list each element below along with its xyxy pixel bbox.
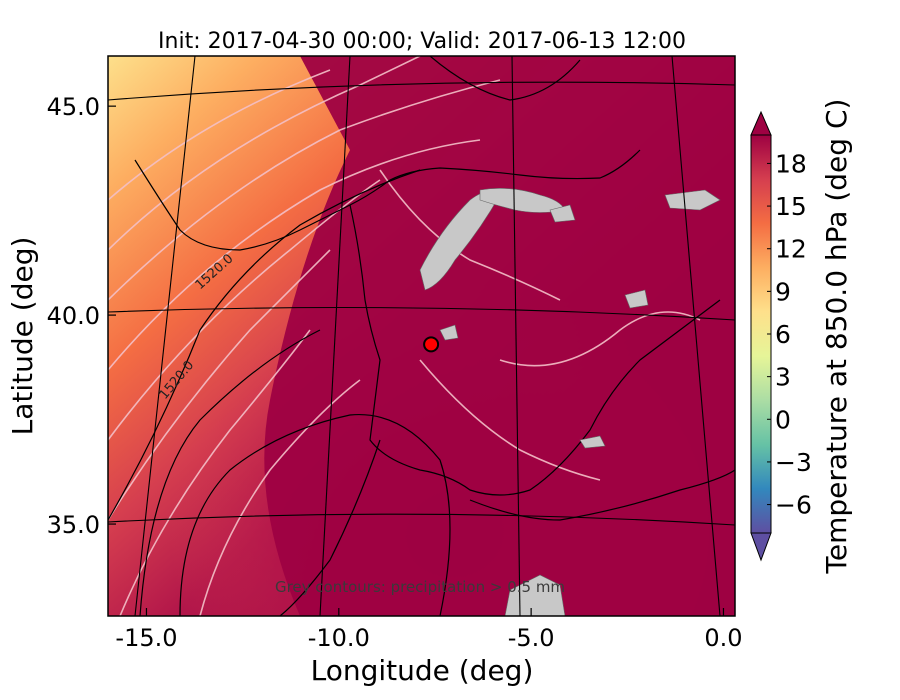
colorbar: −6 −3 0 3 6 9 12 15 18 [750, 110, 812, 562]
geopotential-contours [108, 169, 451, 616]
coastline [134, 56, 735, 616]
plot-frame [107, 55, 736, 617]
y-axis-ticks: 35.0 40.0 45.0 [47, 93, 116, 539]
colorbar-ticks: −6 −3 0 3 6 9 12 15 18 [767, 149, 812, 520]
isotherm-contours [108, 56, 701, 616]
x-tick-label: 0.0 [704, 624, 742, 652]
observation-marker [423, 336, 440, 353]
precipitation-note: Grey contours: precipitation > 0.5 mm [275, 578, 565, 596]
chart-title: Init: 2017-04-30 00:00; Valid: 2017-06-1… [158, 29, 686, 54]
colorbar-label: Temperature at 850.0 hPa (deg C) [820, 99, 853, 575]
colorbar-extend-max [750, 110, 772, 136]
x-axis-label: Longitude (deg) [311, 654, 534, 687]
warm-core [264, 56, 735, 616]
colorbar-tick-label: 12 [775, 235, 807, 264]
colorbar-tick-label: −6 [775, 491, 812, 520]
colorbar-tick-label: 9 [775, 277, 791, 306]
x-tick-label: -10.0 [308, 624, 370, 652]
y-axis-label: Latitude (deg) [6, 237, 39, 436]
y-tick-label: 45.0 [47, 93, 100, 121]
colorbar-tick-label: 0 [775, 405, 791, 434]
y-tick-label: 40.0 [47, 302, 100, 330]
x-tick-label: -5.0 [508, 624, 555, 652]
colorbar-extend-min [750, 532, 772, 562]
graticule [108, 56, 735, 616]
y-tick-label: 35.0 [47, 511, 100, 539]
colorbar-tick-label: 6 [775, 320, 791, 349]
colorbar-tick-label: −3 [775, 448, 812, 477]
x-tick-label: -15.0 [115, 624, 177, 652]
colorbar-tick-label: 18 [775, 149, 807, 178]
colorbar-tick-label: 15 [775, 192, 807, 221]
colorbar-tick-label: 3 [775, 363, 791, 392]
x-axis-ticks: -15.0 -10.0 -5.0 0.0 [115, 608, 743, 652]
map-panel: 1520.0 1520.0 [108, 56, 735, 616]
